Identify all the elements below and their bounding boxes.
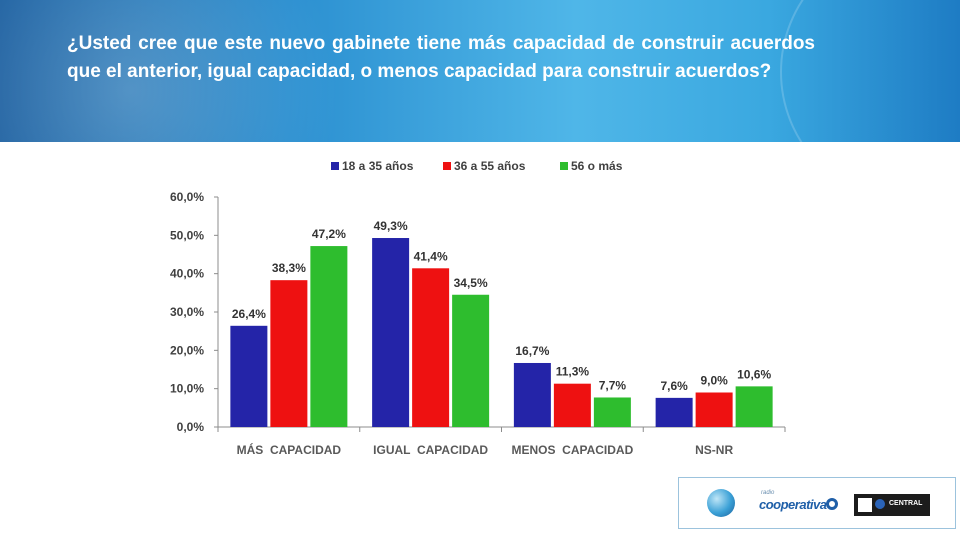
universidad-central-logo: CENTRAL bbox=[854, 494, 930, 516]
legend-swatch bbox=[331, 162, 339, 170]
header-banner: ¿Usted cree que este nuevo gabinete tien… bbox=[0, 0, 960, 142]
data-label: 16,7% bbox=[515, 344, 549, 358]
bar bbox=[310, 246, 348, 427]
data-label: 26,4% bbox=[232, 307, 266, 321]
x-tick-label: NS-NR bbox=[695, 443, 733, 457]
sponsor-logos: radio cooperativa CENTRAL bbox=[678, 477, 956, 529]
bar bbox=[593, 397, 631, 427]
x-tick-label: MÁS CAPACIDAD bbox=[237, 442, 342, 457]
y-tick-label: 60,0% bbox=[170, 190, 204, 204]
legend-label: 56 o más bbox=[571, 159, 623, 173]
data-label: 38,3% bbox=[272, 261, 306, 275]
data-label: 9,0% bbox=[700, 374, 728, 388]
data-label: 34,5% bbox=[454, 276, 488, 290]
bar bbox=[513, 362, 551, 427]
bar bbox=[270, 280, 308, 427]
x-tick-label: MENOS CAPACIDAD bbox=[511, 443, 633, 457]
y-tick-label: 20,0% bbox=[170, 343, 204, 357]
bar bbox=[735, 386, 773, 427]
data-label: 10,6% bbox=[737, 367, 771, 381]
survey-question: ¿Usted cree que este nuevo gabinete tien… bbox=[67, 33, 815, 82]
cooperativa-prefix: radio bbox=[761, 490, 775, 496]
ucentral-text: CENTRAL bbox=[889, 500, 923, 507]
data-label: 7,7% bbox=[599, 378, 627, 392]
y-tick-label: 30,0% bbox=[170, 305, 204, 319]
legend-swatch bbox=[560, 162, 568, 170]
legend-label: 36 a 55 años bbox=[454, 159, 526, 173]
cooperativa-ring-icon bbox=[826, 498, 838, 510]
legend-swatch bbox=[443, 162, 451, 170]
bar bbox=[230, 325, 268, 427]
legend-label: 18 a 35 años bbox=[342, 159, 414, 173]
x-tick-label: IGUAL CAPACIDAD bbox=[373, 443, 488, 457]
cooperativa-logo: cooperativa bbox=[759, 497, 827, 512]
y-tick-label: 0,0% bbox=[177, 420, 205, 434]
bar bbox=[655, 397, 693, 427]
bar bbox=[452, 294, 490, 427]
data-label: 41,4% bbox=[414, 249, 448, 263]
data-label: 11,3% bbox=[556, 365, 590, 379]
data-label: 47,2% bbox=[312, 227, 346, 241]
data-label: 49,3% bbox=[374, 219, 408, 233]
ucentral-square-icon bbox=[858, 498, 872, 512]
bar bbox=[553, 383, 591, 427]
bar bbox=[372, 238, 410, 427]
data-label: 7,6% bbox=[660, 379, 688, 393]
bar bbox=[412, 268, 450, 427]
bar-chart: 0,0% 10,0% 20,0% 30,0% 40,0% 50,0% 60,0% 26,4% 3… bbox=[170, 159, 786, 457]
bar bbox=[695, 392, 733, 427]
y-tick-label: 40,0% bbox=[170, 267, 204, 281]
y-tick-label: 50,0% bbox=[170, 228, 204, 242]
globe-logo-icon bbox=[707, 489, 735, 517]
ucentral-dot-icon bbox=[875, 499, 885, 509]
y-tick-label: 10,0% bbox=[170, 382, 204, 396]
